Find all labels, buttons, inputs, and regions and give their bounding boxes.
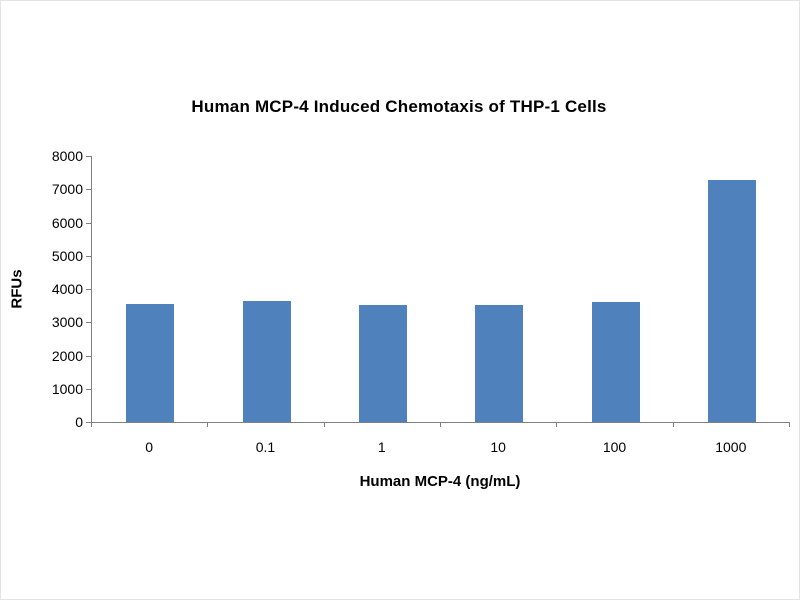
y-tick-label: 4000 bbox=[51, 281, 83, 297]
x-tick-label: 1000 bbox=[715, 439, 747, 455]
y-tick-label: 1000 bbox=[51, 380, 83, 397]
bar-0.1 bbox=[242, 301, 291, 422]
y-tick-mark bbox=[86, 356, 91, 357]
plot-area bbox=[91, 156, 790, 423]
x-tick-mark bbox=[556, 422, 557, 427]
x-tick-mark bbox=[789, 422, 790, 427]
y-tick-mark bbox=[86, 289, 91, 290]
x-tick-label: 0.1 bbox=[255, 439, 276, 455]
y-tick-label: 3000 bbox=[51, 314, 83, 331]
y-tick-mark bbox=[86, 223, 91, 224]
y-tick-mark bbox=[86, 322, 91, 323]
chart-title: Human MCP-4 Induced Chemotaxis of THP-1 … bbox=[191, 97, 607, 116]
y-tick-mark bbox=[86, 256, 91, 257]
x-tick-mark bbox=[324, 422, 325, 427]
y-tick-label: 0 bbox=[75, 414, 83, 430]
y-tick-label: 7000 bbox=[51, 181, 83, 198]
y-tick-mark bbox=[86, 189, 91, 190]
bar-10 bbox=[475, 305, 524, 422]
x-tick-label: 1 bbox=[377, 439, 386, 455]
y-tick-mark bbox=[86, 156, 91, 157]
x-tick-label: 100 bbox=[602, 439, 627, 455]
x-tick-mark bbox=[207, 422, 208, 427]
x-tick-label: 0 bbox=[145, 439, 154, 455]
bar-0 bbox=[126, 304, 175, 422]
y-axis-title: RFUs bbox=[8, 269, 26, 309]
bar-1000 bbox=[707, 180, 756, 422]
x-tick-label: 10 bbox=[490, 439, 506, 455]
y-tick-mark bbox=[86, 422, 91, 423]
y-tick-label: 5000 bbox=[51, 247, 83, 264]
bar-1 bbox=[358, 305, 407, 422]
y-tick-label: 8000 bbox=[51, 148, 83, 164]
x-tick-mark bbox=[673, 422, 674, 427]
y-tick-label: 6000 bbox=[51, 214, 83, 231]
y-tick-mark bbox=[86, 389, 91, 390]
bar-100 bbox=[591, 302, 640, 422]
y-tick-label: 2000 bbox=[51, 347, 83, 364]
x-tick-mark bbox=[91, 422, 92, 427]
x-axis-title: Human MCP-4 (ng/mL) bbox=[359, 473, 521, 490]
x-tick-mark bbox=[440, 422, 441, 427]
